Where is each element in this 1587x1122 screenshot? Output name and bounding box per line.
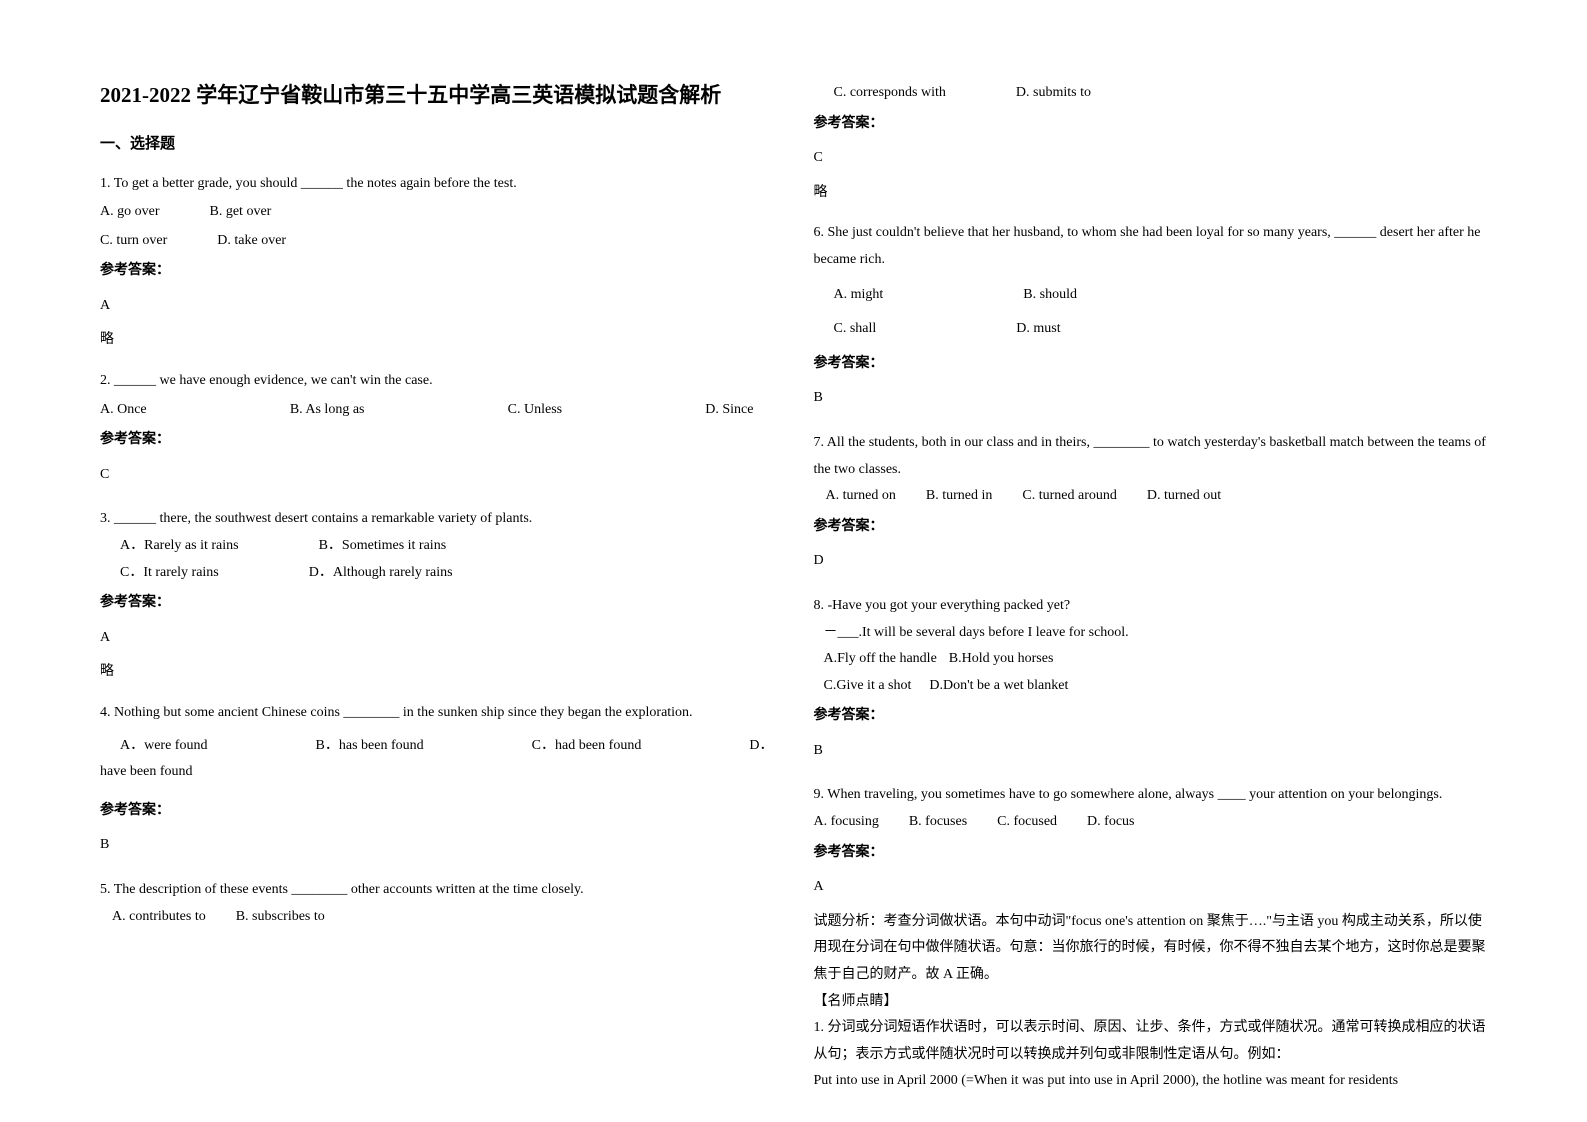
- q2-ans-label: 参考答案：: [100, 427, 774, 454]
- q2-optA: A. Once: [100, 397, 147, 424]
- q8-prompt2: －___.It will be several days before I le…: [814, 620, 1488, 647]
- q3-brief: 略: [100, 659, 774, 686]
- q3-ans: A: [100, 625, 774, 652]
- question-7: 7. All the students, both in our class a…: [814, 430, 1488, 583]
- q9-ans-label: 参考答案：: [814, 840, 1488, 867]
- question-5: 5. The description of these events _____…: [100, 877, 774, 930]
- q1-ans-label: 参考答案：: [100, 258, 774, 285]
- q5-ans: C: [814, 145, 1488, 172]
- q1-prompt: 1. To get a better grade, you should ___…: [100, 171, 774, 198]
- question-5-cont: C. corresponds with D. submits to 参考答案： …: [814, 80, 1488, 210]
- q5-optC: C. corresponds with: [834, 80, 946, 107]
- question-9: 9. When traveling, you sometimes have to…: [814, 782, 1488, 1095]
- q8-optD: D.Don't be a wet blanket: [929, 673, 1068, 700]
- question-4: 4. Nothing but some ancient Chinese coin…: [100, 700, 774, 867]
- q9-explain-title: 【名师点睛】: [814, 989, 1488, 1016]
- question-8: 8. -Have you got your everything packed …: [814, 593, 1488, 773]
- q7-optA: A. turned on: [826, 483, 896, 510]
- right-column: C. corresponds with D. submits to 参考答案： …: [814, 80, 1488, 1082]
- q9-opts: A. focusing B. focuses C. focused D. foc…: [814, 809, 1488, 836]
- q3-optB: B．Sometimes it rains: [319, 533, 447, 560]
- question-1: 1. To get a better grade, you should ___…: [100, 171, 774, 359]
- q4-optB: B．has been found: [316, 733, 424, 760]
- q5-optA: A. contributes to: [112, 904, 206, 931]
- q3-opts-block: A．Rarely as it rains B．Sometimes it rain…: [100, 533, 774, 586]
- q8-optC: C.Give it a shot: [824, 673, 912, 700]
- q8-optB: B.Hold you horses: [949, 646, 1054, 673]
- q6-opts-CD: C. shall D. must: [814, 316, 1488, 343]
- q3-prompt: 3. ______ there, the southwest desert co…: [100, 506, 774, 533]
- question-2: 2. ______ we have enough evidence, we ca…: [100, 368, 774, 496]
- doc-title: 2021-2022 学年辽宁省鞍山市第三十五中学高三英语模拟试题含解析: [100, 80, 774, 112]
- q9-explain3: Put into use in April 2000 (=When it was…: [814, 1068, 1488, 1095]
- q4-prompt: 4. Nothing but some ancient Chinese coin…: [100, 700, 774, 727]
- q3-optA: A．Rarely as it rains: [120, 533, 239, 560]
- q2-opts: A. Once B. As long as C. Unless D. Since: [100, 397, 774, 424]
- q3-optD: D．Although rarely rains: [309, 560, 453, 587]
- q2-optD: D. Since: [705, 397, 753, 424]
- question-3: 3. ______ there, the southwest desert co…: [100, 506, 774, 690]
- q4-optD-text: have been found: [100, 759, 774, 786]
- q5-opts-AB: A. contributes to B. subscribes to: [100, 904, 774, 931]
- q1-opts-row1: A. go over B. get over: [100, 199, 774, 226]
- q9-optA: A. focusing: [814, 809, 879, 836]
- q5-ans-label: 参考答案：: [814, 111, 1488, 138]
- q2-optC: C. Unless: [508, 397, 562, 424]
- q8-ans-label: 参考答案：: [814, 703, 1488, 730]
- q8-prompt1: 8. -Have you got your everything packed …: [814, 593, 1488, 620]
- q6-optB: B. should: [1023, 282, 1077, 309]
- q5-optD: D. submits to: [1016, 80, 1091, 107]
- q1-optB: B. get over: [210, 199, 272, 226]
- q1-ans: A: [100, 293, 774, 320]
- q6-optC: C. shall: [834, 316, 877, 343]
- q7-ans-label: 参考答案：: [814, 514, 1488, 541]
- q3-optC: C．It rarely rains: [120, 560, 219, 587]
- q6-prompt: 6. She just couldn't believe that her hu…: [814, 220, 1488, 273]
- q7-prompt: 7. All the students, both in our class a…: [814, 430, 1488, 483]
- q1-optC: C. turn over: [100, 228, 167, 255]
- q7-optC: C. turned around: [1022, 483, 1116, 510]
- q6-optA: A. might: [834, 282, 884, 309]
- q2-optB: B. As long as: [290, 397, 365, 424]
- q1-opts-row2: C. turn over D. take over: [100, 228, 774, 255]
- q6-ans-label: 参考答案：: [814, 351, 1488, 378]
- q2-ans: C: [100, 462, 774, 489]
- section-heading: 一、选择题: [100, 132, 774, 153]
- q6-ans: B: [814, 385, 1488, 412]
- q5-opts-CD: C. corresponds with D. submits to: [814, 80, 1488, 107]
- q9-explain1: 试题分析：考查分词做状语。本句中动词"focus one's attention…: [814, 909, 1488, 989]
- q7-opts: A. turned on B. turned in C. turned arou…: [814, 483, 1488, 510]
- question-6: 6. She just couldn't believe that her hu…: [814, 220, 1488, 420]
- q4-optD-prefix: D．: [749, 733, 773, 760]
- q8-optA: A.Fly off the handle: [824, 646, 937, 673]
- q5-prompt: 5. The description of these events _____…: [100, 877, 774, 904]
- q1-optD: D. take over: [217, 228, 286, 255]
- q4-optC: C．had been found: [532, 733, 642, 760]
- q5-brief: 略: [814, 180, 1488, 207]
- q4-ans: B: [100, 832, 774, 859]
- q9-optB: B. focuses: [909, 809, 967, 836]
- q7-ans: D: [814, 548, 1488, 575]
- q9-explain2: 1. 分词或分词短语作状语时，可以表示时间、原因、让步、条件，方式或伴随状况。通…: [814, 1015, 1488, 1068]
- q8-ans: B: [814, 738, 1488, 765]
- q1-optA: A. go over: [100, 199, 160, 226]
- left-column: 2021-2022 学年辽宁省鞍山市第三十五中学高三英语模拟试题含解析 一、选择…: [100, 80, 774, 1082]
- q2-prompt: 2. ______ we have enough evidence, we ca…: [100, 368, 774, 395]
- q4-ans-label: 参考答案：: [100, 798, 774, 825]
- q1-brief: 略: [100, 327, 774, 354]
- q3-ans-label: 参考答案：: [100, 590, 774, 617]
- q9-ans: A: [814, 874, 1488, 901]
- q7-optB: B. turned in: [926, 483, 993, 510]
- q7-optD: D. turned out: [1147, 483, 1221, 510]
- q4-optA: A．were found: [120, 733, 207, 760]
- q9-optC: C. focused: [997, 809, 1057, 836]
- q5-optB: B. subscribes to: [236, 904, 325, 931]
- q9-prompt: 9. When traveling, you sometimes have to…: [814, 782, 1488, 809]
- q9-optD: D. focus: [1087, 809, 1134, 836]
- q6-optD: D. must: [1016, 316, 1060, 343]
- q6-opts-AB: A. might B. should: [814, 282, 1488, 309]
